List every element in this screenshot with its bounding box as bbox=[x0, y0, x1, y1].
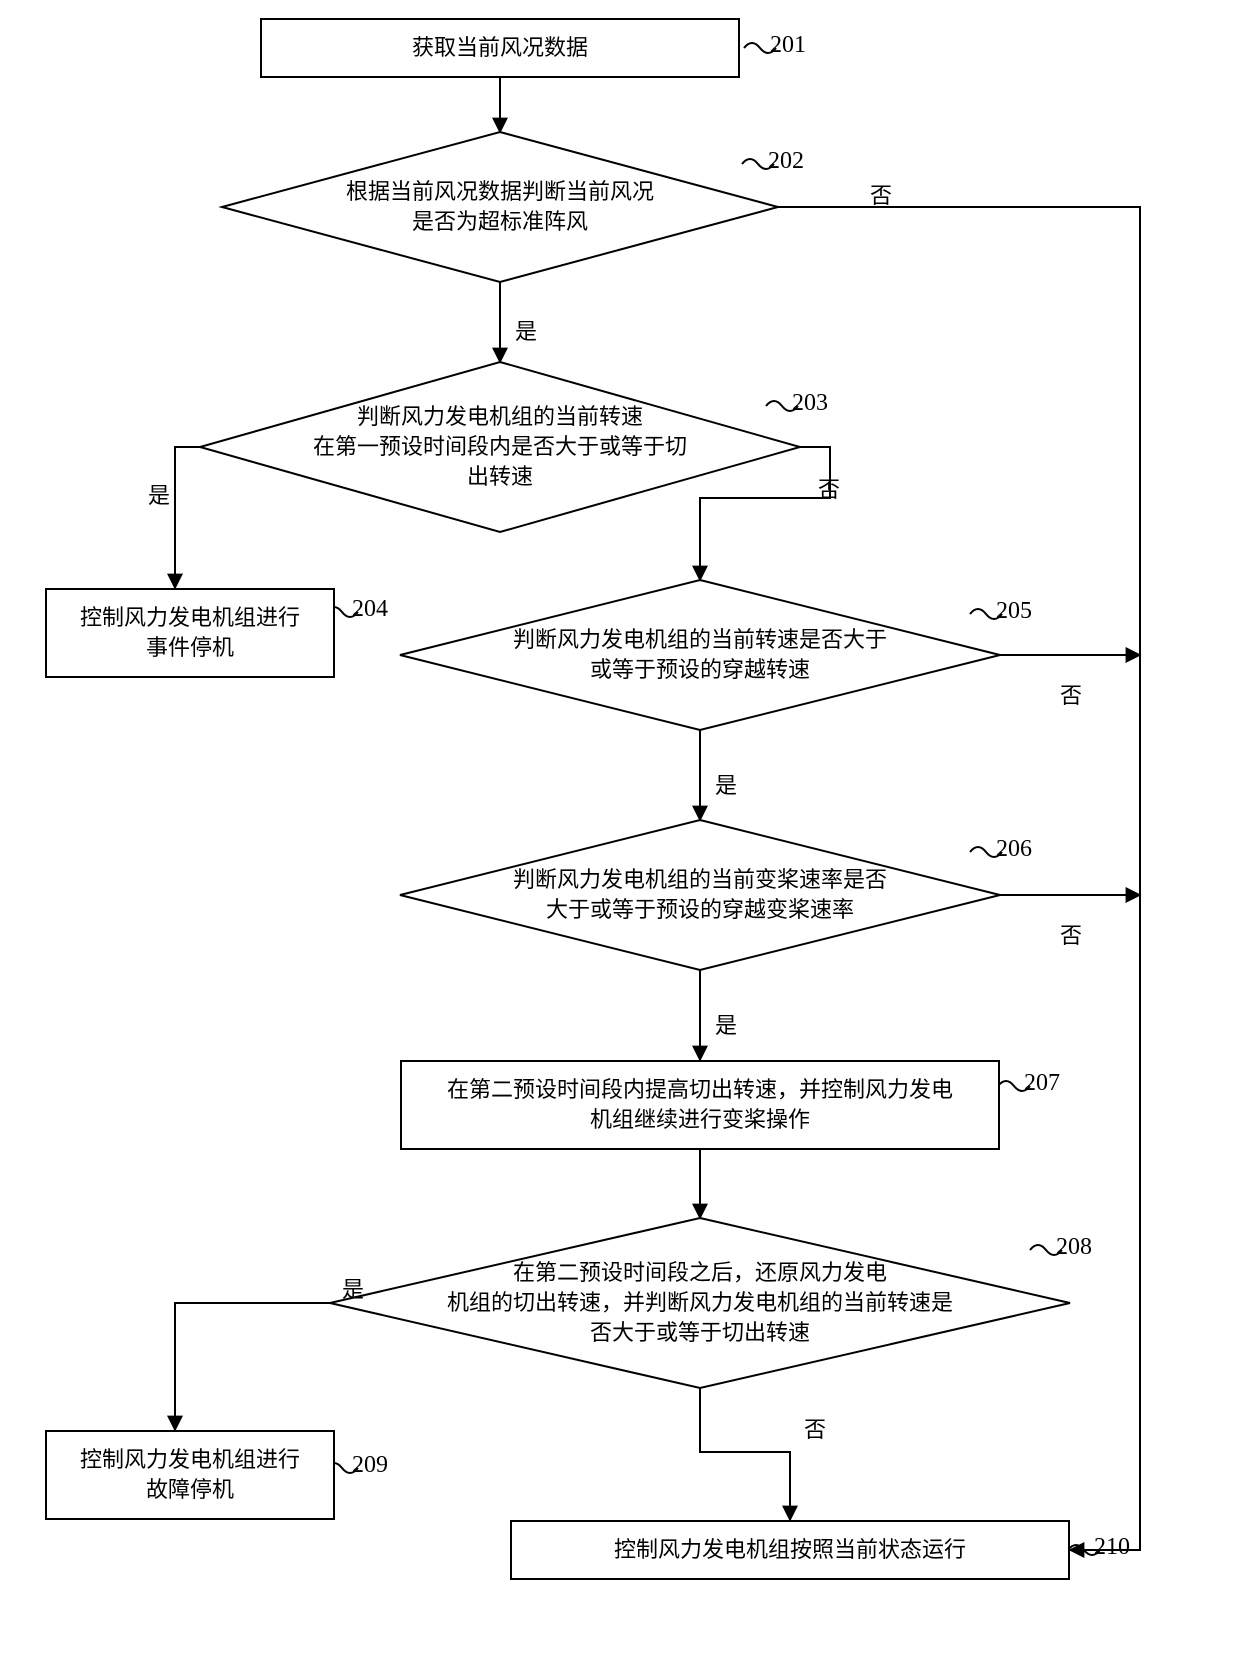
flowchart-node-n208: 在第二预设时间段之后，还原风力发电机组的切出转速，并判断风力发电机组的当前转速是… bbox=[330, 1218, 1070, 1388]
edge-label: 否 bbox=[870, 178, 892, 210]
edge-label: 否 bbox=[1060, 918, 1082, 950]
edge-label: 否 bbox=[804, 1412, 826, 1444]
flowchart-node-n207: 在第二预设时间段内提高切出转速，并控制风力发电机组继续进行变桨操作 bbox=[400, 1060, 1000, 1150]
step-number-209: 209 bbox=[352, 1452, 388, 1479]
flowchart-node-n206: 判断风力发电机组的当前变桨速率是否大于或等于预设的穿越变桨速率 bbox=[400, 820, 1000, 970]
step-number-205: 205 bbox=[996, 598, 1032, 625]
step-number-201: 201 bbox=[770, 32, 806, 59]
flowchart-node-n209: 控制风力发电机组进行故障停机 bbox=[45, 1430, 335, 1520]
flowchart-node-n204: 控制风力发电机组进行事件停机 bbox=[45, 588, 335, 678]
step-number-202: 202 bbox=[768, 148, 804, 175]
step-number-204: 204 bbox=[352, 596, 388, 623]
flowchart-node-n203: 判断风力发电机组的当前转速在第一预设时间段内是否大于或等于切出转速 bbox=[200, 362, 800, 532]
step-number-210: 210 bbox=[1094, 1534, 1130, 1561]
edge-label: 是 bbox=[515, 314, 537, 346]
step-number-208: 208 bbox=[1056, 1234, 1092, 1261]
edge-label: 是 bbox=[715, 768, 737, 800]
edge-label: 是 bbox=[342, 1272, 364, 1304]
edge-label: 是 bbox=[148, 478, 170, 510]
step-number-203: 203 bbox=[792, 390, 828, 417]
flowchart-node-n201: 获取当前风况数据 bbox=[260, 18, 740, 78]
flowchart-node-n205: 判断风力发电机组的当前转速是否大于或等于预设的穿越转速 bbox=[400, 580, 1000, 730]
step-number-206: 206 bbox=[996, 836, 1032, 863]
edge-label: 否 bbox=[1060, 678, 1082, 710]
flowchart-node-n210: 控制风力发电机组按照当前状态运行 bbox=[510, 1520, 1070, 1580]
edge-label: 否 bbox=[818, 472, 840, 504]
edge-label: 是 bbox=[715, 1008, 737, 1040]
flowchart-node-n202: 根据当前风况数据判断当前风况是否为超标准阵风 bbox=[222, 132, 778, 282]
step-number-207: 207 bbox=[1024, 1070, 1060, 1097]
